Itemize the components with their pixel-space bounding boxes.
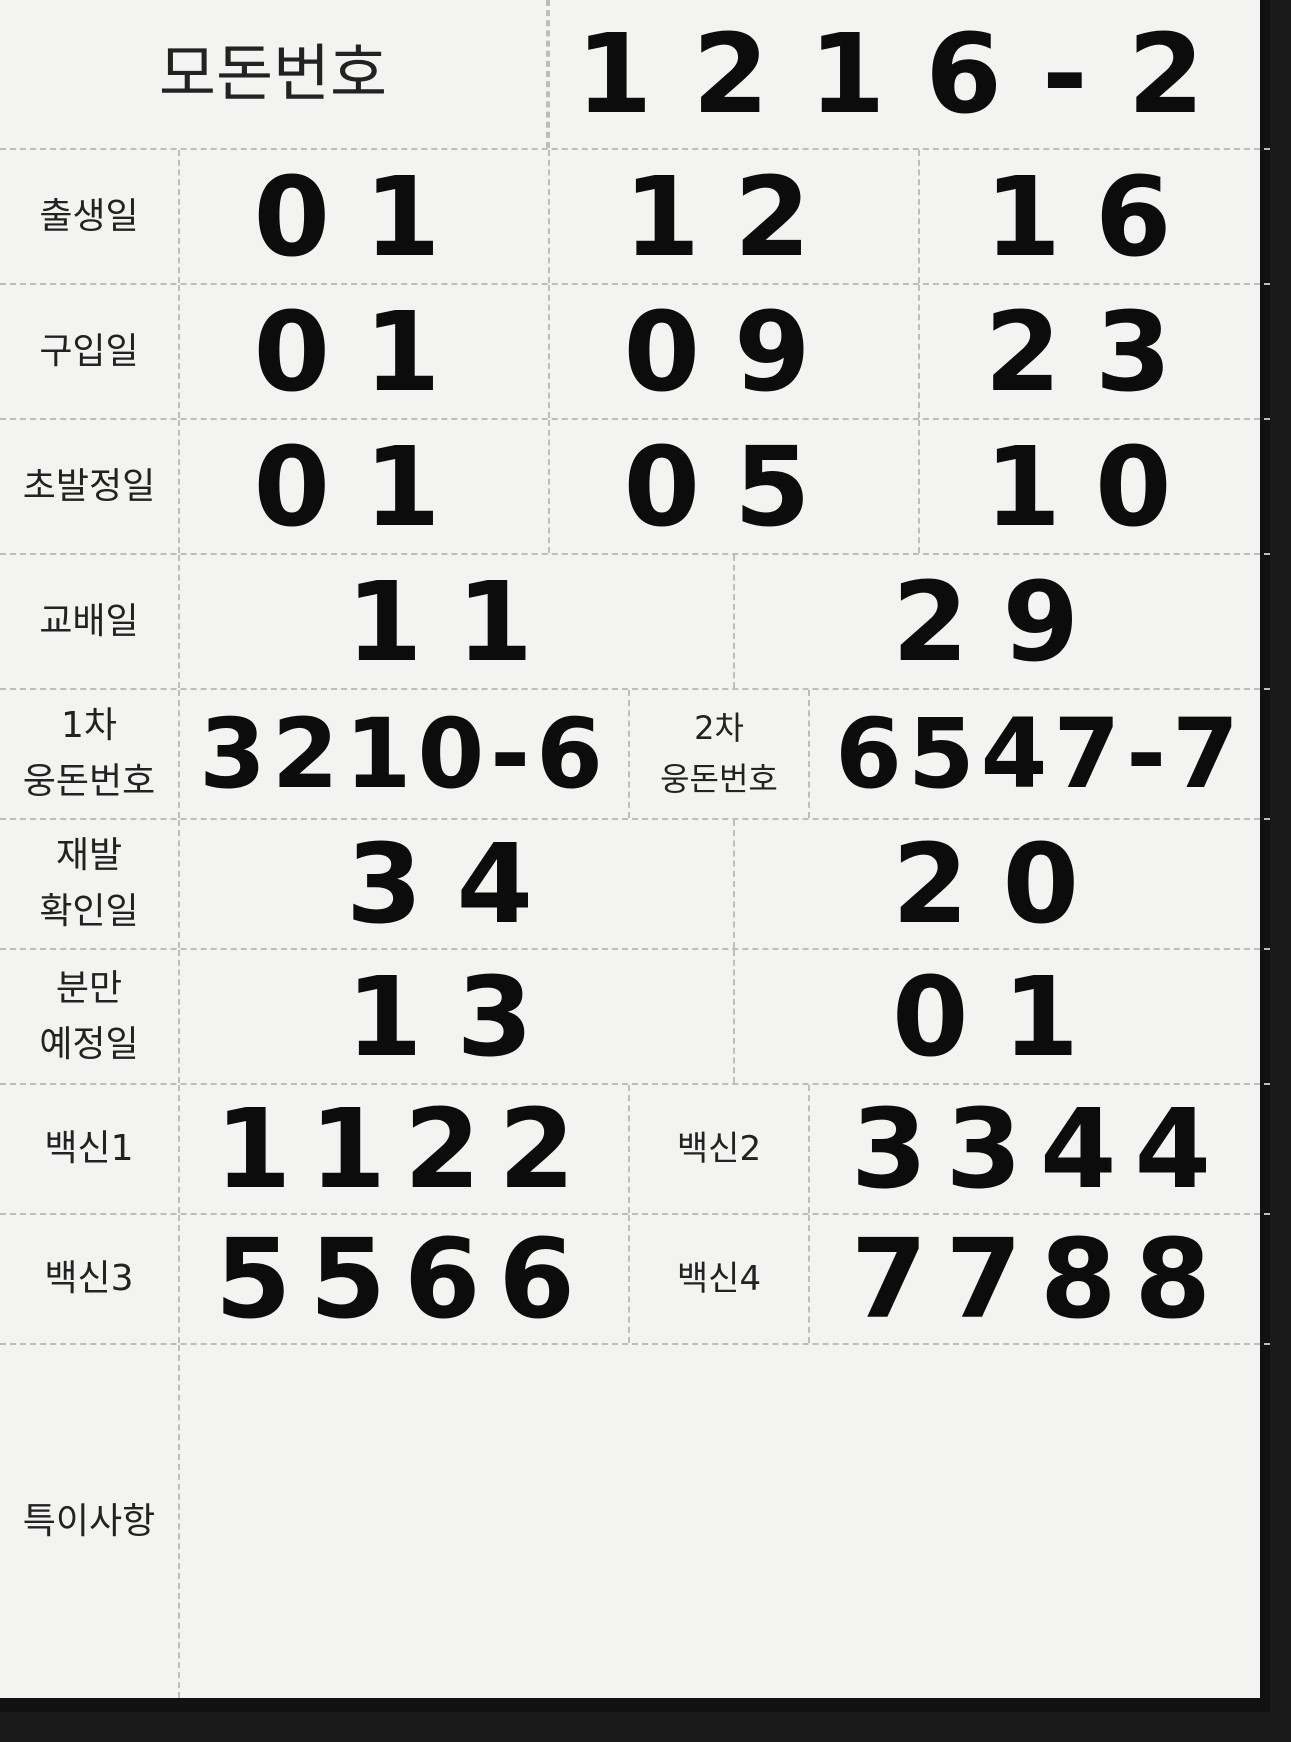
expected-farrowing-label: 분만 예정일 xyxy=(0,950,180,1083)
vaccine4-value-cell: 7788 xyxy=(810,1215,1270,1343)
mating-date-row: 교배일 11 29 xyxy=(0,555,1270,690)
purchase-day-value: 23 xyxy=(984,287,1206,416)
remarks-row: 특이사항 xyxy=(0,1345,1270,1698)
mating-day-cell: 29 xyxy=(735,555,1270,688)
first-estrus-month-value: 05 xyxy=(623,422,845,551)
mating-day-value: 29 xyxy=(891,557,1114,686)
purchase-month-value: 09 xyxy=(623,287,845,416)
expected-farrowing-day-cell: 01 xyxy=(735,950,1270,1083)
sow-record-board: 모돈번호 1216-2 출생일 01 12 16 구입일 01 09 23 초발… xyxy=(0,0,1270,1712)
mating-date-label: 교배일 xyxy=(0,555,180,688)
purchase-date-row: 구입일 01 09 23 xyxy=(0,285,1270,420)
purchase-day-cell: 23 xyxy=(920,285,1270,418)
vaccine4-label: 백신4 xyxy=(676,1258,762,1299)
first-boar-label: 1차 웅돈번호 xyxy=(0,690,180,818)
return-check-day-cell: 20 xyxy=(735,820,1270,948)
birth-month-cell: 12 xyxy=(550,150,920,283)
second-boar-label-cell: 2차 웅돈번호 xyxy=(630,690,810,818)
return-check-month-cell: 34 xyxy=(180,820,735,948)
first-boar-value-cell: 3210-6 xyxy=(180,690,630,818)
purchase-date-label: 구입일 xyxy=(0,285,180,418)
vaccine3-value: 5566 xyxy=(214,1215,594,1343)
vaccine1-label: 백신1 xyxy=(0,1085,180,1213)
vaccine2-label-cell: 백신2 xyxy=(630,1085,810,1213)
return-check-label: 재발 확인일 xyxy=(0,820,180,948)
remarks-label: 특이사항 xyxy=(0,1345,180,1698)
purchase-year-value: 01 xyxy=(253,287,475,416)
first-estrus-label: 초발정일 xyxy=(0,420,180,553)
first-estrus-day-value: 10 xyxy=(984,422,1206,551)
vaccine-row-2: 백신3 5566 백신4 7788 xyxy=(0,1215,1270,1345)
birth-month-value: 12 xyxy=(623,152,845,281)
sow-number-row: 모돈번호 1216-2 xyxy=(0,0,1270,150)
expected-farrowing-day-value: 01 xyxy=(891,952,1114,1081)
purchase-year-cell: 01 xyxy=(180,285,550,418)
vaccine-row-1: 백신1 1122 백신2 3344 xyxy=(0,1085,1270,1215)
return-check-day-value: 20 xyxy=(891,820,1114,948)
remarks-value-cell xyxy=(180,1345,1270,1698)
sow-number-value-cell: 1216-2 xyxy=(548,0,1270,148)
vaccine2-value-cell: 3344 xyxy=(810,1085,1270,1213)
second-boar-label: 2차 웅돈번호 xyxy=(660,708,778,798)
first-estrus-month-cell: 05 xyxy=(550,420,920,553)
second-boar-value: 6547-7 xyxy=(835,698,1245,810)
vaccine2-label: 백신2 xyxy=(676,1128,762,1169)
first-estrus-day-cell: 10 xyxy=(920,420,1270,553)
first-boar-value: 3210-6 xyxy=(199,698,609,810)
mating-month-value: 11 xyxy=(345,557,568,686)
purchase-month-cell: 09 xyxy=(550,285,920,418)
vaccine1-value-cell: 1122 xyxy=(180,1085,630,1213)
sow-number-value: 1216-2 xyxy=(575,10,1245,138)
first-estrus-row: 초발정일 01 05 10 xyxy=(0,420,1270,555)
birth-day-cell: 16 xyxy=(920,150,1270,283)
sow-number-label: 모돈번호 xyxy=(0,0,548,148)
birth-day-value: 16 xyxy=(984,152,1206,281)
mating-month-cell: 11 xyxy=(180,555,735,688)
expected-farrowing-month-cell: 13 xyxy=(180,950,735,1083)
vaccine4-label-cell: 백신4 xyxy=(630,1215,810,1343)
return-check-row: 재발 확인일 34 20 xyxy=(0,820,1270,950)
expected-farrowing-month-value: 13 xyxy=(345,952,568,1081)
vaccine3-label: 백신3 xyxy=(0,1215,180,1343)
boar-number-row: 1차 웅돈번호 3210-6 2차 웅돈번호 6547-7 xyxy=(0,690,1270,820)
vaccine2-value: 3344 xyxy=(850,1085,1230,1213)
return-check-month-value: 34 xyxy=(345,820,568,948)
birth-date-label: 출생일 xyxy=(0,150,180,283)
birth-year-value: 01 xyxy=(253,152,475,281)
second-boar-value-cell: 6547-7 xyxy=(810,690,1270,818)
vaccine3-value-cell: 5566 xyxy=(180,1215,630,1343)
expected-farrowing-row: 분만 예정일 13 01 xyxy=(0,950,1270,1085)
first-estrus-year-value: 01 xyxy=(253,422,475,551)
first-estrus-year-cell: 01 xyxy=(180,420,550,553)
vaccine1-value: 1122 xyxy=(214,1085,594,1213)
vaccine4-value: 7788 xyxy=(850,1215,1230,1343)
birth-year-cell: 01 xyxy=(180,150,550,283)
birth-date-row: 출생일 01 12 16 xyxy=(0,150,1270,285)
